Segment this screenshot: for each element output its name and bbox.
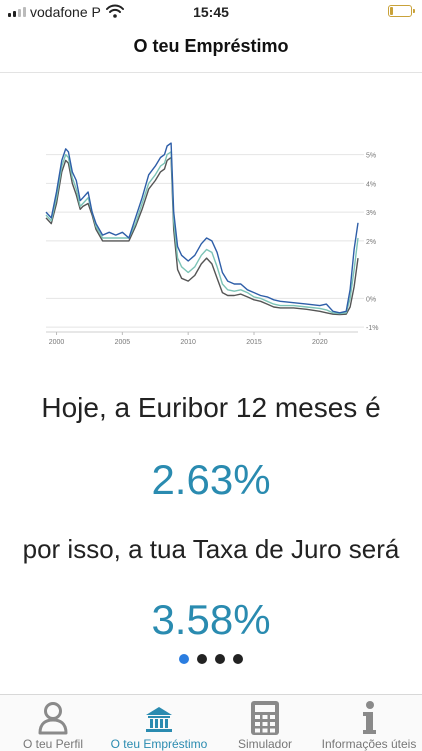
x-tick-label: 2005 [115,339,131,346]
tab-profile[interactable]: O teu Perfil [0,695,106,751]
euribor-caption: Hoje, a Euribor 12 meses é [41,392,381,423]
series-line [45,142,359,314]
tab-label: Informações úteis [321,737,417,751]
carrier-name: vodafone P [30,4,101,20]
page-indicator[interactable] [0,654,422,664]
calculator-icon [251,701,279,735]
cellular-signal-icon [8,7,26,17]
page-dot[interactable] [233,654,243,664]
y-tick-label: 3% [366,210,376,217]
tab-loan[interactable]: O teu Empréstimo [106,695,212,751]
tab-info[interactable]: Informações úteis [316,695,422,751]
x-tick-label: 2010 [180,339,196,346]
page-dot[interactable] [215,654,225,664]
battery-icon [388,5,415,17]
interest-rate-value: 3.58% [151,596,271,643]
y-tick-label: 5% [366,153,376,160]
euribor-chart: 5% 4% 3% 2% 0% -1% 2000 2005 2010 2015 2020 [42,140,382,352]
euribor-chart-svg: 5% 4% 3% 2% 0% -1% 2000 2005 2010 2015 2020 [45,142,378,346]
y-tick-label: 0% [366,296,376,303]
tab-label: O teu Empréstimo [110,737,208,751]
series-line [45,151,359,315]
page-dot[interactable] [179,654,189,664]
status-bar: vodafone P 15:45 [0,0,422,24]
series-line [45,156,359,316]
rate-caption: por isso, a tua Taxa de Juro será [22,534,400,564]
tab-label: O teu Perfil [22,737,84,751]
y-tick-label: -1% [366,325,378,332]
euribor-value: 2.63% [151,456,271,503]
header-divider [0,72,422,73]
bank-icon [146,707,172,732]
x-tick-label: 2015 [246,339,262,346]
status-time: 15:45 [193,4,229,20]
page-dot[interactable] [197,654,207,664]
y-tick-label: 4% [366,181,376,188]
y-tick-label: 2% [366,239,376,246]
wifi-icon [106,4,124,18]
tab-bar: O teu Perfil O teu Empréstimo Simu [0,694,422,751]
x-tick-label: 2020 [312,339,328,346]
info-icon [363,701,376,734]
person-icon [38,702,68,735]
tab-simulator[interactable]: Simulador [212,695,318,751]
page-title: O teu Empréstimo [133,36,289,56]
x-tick-label: 2000 [49,339,65,346]
tab-label: Simulador [237,737,293,751]
